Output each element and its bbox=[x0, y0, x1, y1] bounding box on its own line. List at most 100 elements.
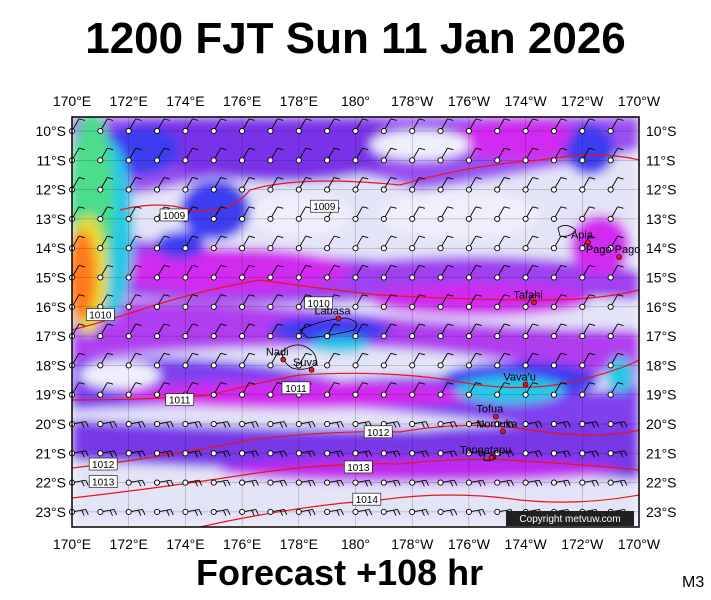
wind-barb bbox=[97, 450, 118, 458]
wind-barb bbox=[97, 352, 114, 369]
wind-barb bbox=[579, 177, 596, 193]
forecast-label: Forecast +108 hr bbox=[196, 552, 484, 593]
place-label: Nomuka bbox=[476, 418, 518, 430]
wind-barb bbox=[267, 508, 288, 516]
svg-text:1009: 1009 bbox=[163, 211, 186, 222]
wind-barb bbox=[324, 235, 341, 252]
wind-barb bbox=[465, 352, 482, 369]
wind-barb bbox=[182, 147, 199, 164]
wind-barb bbox=[550, 352, 567, 369]
longitude-tick-label: 178°E bbox=[280, 93, 318, 109]
wind-barb bbox=[125, 382, 142, 398]
copyright-box bbox=[506, 511, 634, 526]
wind-barb bbox=[380, 264, 397, 281]
wind-barb bbox=[210, 479, 231, 487]
wind-barb bbox=[210, 450, 231, 458]
wind-barb bbox=[522, 479, 543, 487]
wind-barb bbox=[494, 147, 511, 164]
place-marker: Nomuka bbox=[476, 418, 518, 435]
wind-barb bbox=[267, 177, 284, 193]
latitude-tick-label: 14°S bbox=[35, 240, 66, 256]
wind-barb bbox=[267, 206, 284, 222]
svg-text:1012: 1012 bbox=[92, 460, 115, 471]
wind-barb bbox=[494, 235, 511, 252]
wind-barb bbox=[437, 479, 458, 487]
wind-barb bbox=[295, 479, 316, 487]
svg-text:1009: 1009 bbox=[313, 202, 336, 213]
wind-barb bbox=[607, 352, 624, 369]
wind-barb bbox=[295, 508, 316, 516]
svg-text:1013: 1013 bbox=[347, 463, 370, 474]
longitude-tick-label: 172°E bbox=[110, 536, 148, 552]
wind-barb bbox=[380, 382, 397, 398]
place-marker: Tofua bbox=[476, 404, 504, 420]
wind-barb bbox=[239, 206, 256, 222]
longitude-tick-label: 178°W bbox=[391, 536, 434, 552]
wind-barb bbox=[607, 420, 628, 428]
wind-barb bbox=[324, 118, 341, 135]
place-label: Pago Pago bbox=[586, 244, 640, 256]
wind-barb bbox=[522, 294, 539, 310]
wind-barb bbox=[153, 177, 170, 193]
svg-text:1014: 1014 bbox=[356, 495, 379, 506]
wind-barb bbox=[324, 264, 341, 281]
wind-barb bbox=[125, 147, 142, 164]
wind-barb bbox=[494, 479, 514, 487]
place-marker: Nadi bbox=[266, 347, 289, 363]
isobar-1010-line bbox=[72, 279, 639, 331]
wind-barb bbox=[607, 147, 624, 164]
wind-barb bbox=[352, 479, 373, 487]
wind-barb bbox=[97, 235, 114, 252]
longitude-tick-label: 172°W bbox=[561, 93, 604, 109]
wind-barb bbox=[210, 264, 227, 281]
wind-barb bbox=[182, 235, 199, 252]
wind-barb bbox=[607, 206, 624, 222]
viti-levu-outline bbox=[281, 344, 317, 370]
wind-barb bbox=[437, 323, 454, 340]
wind-barb bbox=[210, 206, 227, 222]
place-marker: Tafahi bbox=[513, 289, 543, 306]
wind-barb bbox=[409, 206, 426, 222]
place-label: Tafahi bbox=[513, 289, 542, 301]
wind-barb bbox=[437, 264, 454, 281]
wind-barb bbox=[465, 118, 482, 135]
wind-barb bbox=[550, 323, 567, 340]
wind-barb bbox=[409, 352, 426, 369]
wind-barb bbox=[97, 206, 114, 222]
place-label: Tofua bbox=[476, 404, 504, 416]
wind-barb bbox=[153, 235, 170, 252]
wind-barb bbox=[437, 382, 454, 398]
latitude-labels-left: 10°S 11°S 12°S 13°S 14°S 15°S 16°S 17°S 18°S 19°S… bbox=[35, 123, 66, 520]
wind-barb bbox=[239, 147, 256, 164]
wind-barb bbox=[494, 352, 511, 369]
wind-barb bbox=[550, 382, 567, 398]
wind-barb bbox=[437, 508, 458, 516]
wind-barb bbox=[579, 264, 596, 281]
wind-barb bbox=[239, 450, 259, 458]
wind-barb bbox=[352, 118, 369, 135]
isobar-label: 1009 bbox=[159, 208, 189, 222]
wind-barb bbox=[295, 235, 312, 252]
wind-barb bbox=[267, 147, 284, 164]
wind-barb bbox=[153, 352, 170, 369]
wind-barb bbox=[352, 294, 369, 310]
latitude-tick-label: 19°S bbox=[35, 387, 66, 403]
wind-barb bbox=[153, 479, 174, 487]
wind-barb bbox=[607, 479, 628, 487]
wind-barb bbox=[437, 147, 454, 164]
wind-barb bbox=[295, 177, 312, 193]
isobar-label: 1013 bbox=[88, 475, 118, 489]
wind-barb bbox=[352, 264, 369, 281]
wind-barb bbox=[465, 508, 486, 516]
wind-barb bbox=[380, 118, 397, 135]
wind-barb bbox=[68, 177, 85, 193]
copyright-text: Copyright metvuw.com bbox=[519, 514, 620, 525]
wind-barb bbox=[409, 450, 429, 458]
wind-barb bbox=[182, 479, 203, 487]
place-marker: Suva bbox=[293, 357, 319, 373]
place-marker: Vava'u bbox=[503, 371, 536, 388]
wind-barb bbox=[579, 235, 596, 252]
wind-barb bbox=[522, 235, 539, 252]
isobar-label: 1012 bbox=[88, 457, 118, 471]
